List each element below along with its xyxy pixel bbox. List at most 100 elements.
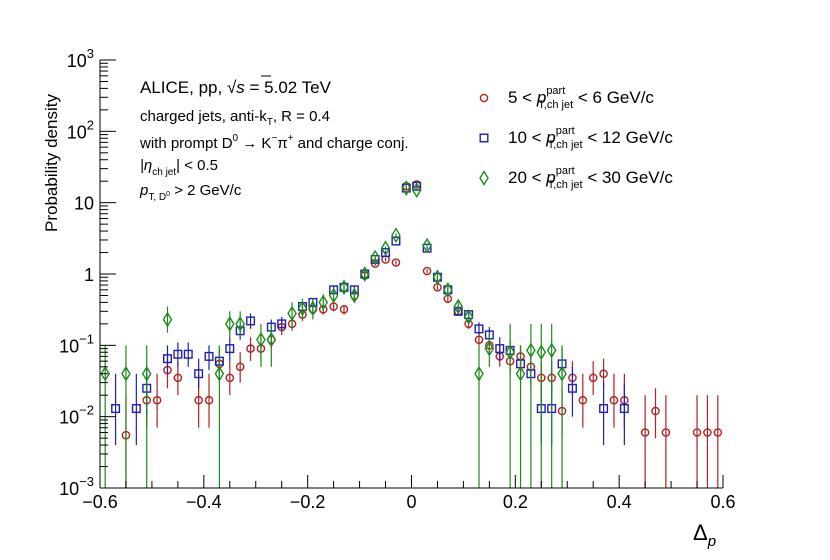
legend-text-part: < 30 GeV/c: [583, 168, 674, 187]
data-point-circle: [474, 335, 484, 344]
data-point-circle: [225, 373, 235, 383]
data-point-square: [474, 324, 484, 334]
data-point-diamond: [100, 365, 111, 382]
decay-tail: and charge conj.: [293, 135, 408, 152]
data-point-circle: [661, 428, 671, 437]
data-point-square: [599, 404, 609, 414]
legend-text-part: p: [536, 88, 546, 107]
data-point-diamond: [526, 342, 536, 359]
x-tick-label: −0.2: [290, 492, 326, 512]
legend-text: 5 < ppart T,ch jet < 6 GeV/c: [508, 85, 654, 111]
y-tick-exponent: 3: [87, 46, 94, 61]
data-point-square: [246, 316, 256, 326]
legend-marker-diamond: [479, 170, 489, 186]
data-point-circle: [235, 362, 245, 372]
data-layer: [100, 180, 723, 488]
x-tick-label: −0.4: [186, 492, 222, 512]
y-tick-base: 10: [59, 336, 79, 356]
axes: −0.6 −0.4 −0.2 0 0.2 0.4 0.610−310−210−1110102…: [59, 46, 735, 512]
data-point-diamond: [318, 294, 329, 311]
data-point-diamond: [546, 342, 557, 359]
data-point-diamond: [266, 331, 277, 348]
data-point-diamond: [328, 287, 339, 304]
y-tick-exponent: 2: [87, 117, 94, 132]
data-point-circle: [152, 395, 162, 405]
data-point-diamond: [339, 279, 349, 296]
data-point-diamond: [557, 365, 567, 382]
experiment-label: ALICE, pp, √s = 5.02 TeV: [140, 78, 332, 97]
legend-text-part: < 6 GeV/c: [573, 88, 654, 107]
data-point-square: [495, 344, 505, 354]
data-point-circle: [173, 373, 183, 383]
data-point-diamond: [463, 309, 474, 325]
jet-definition: charged jets, anti-kT, R = 0.4: [140, 108, 330, 128]
data-point-square: [204, 351, 214, 361]
legend-text-part: part: [556, 165, 575, 177]
x-tick-label: 0.2: [503, 492, 528, 512]
legend-text-part: 5 <: [508, 88, 537, 107]
data-point-diamond: [359, 266, 370, 282]
data-point-circle: [713, 428, 723, 437]
data-point-circle: [391, 258, 401, 267]
data-point-circle: [588, 373, 598, 383]
data-point-circle: [703, 428, 712, 437]
data-point-circle: [651, 406, 660, 416]
legend-text: 20 < ppart T,ch jet < 30 GeV/c: [508, 165, 673, 191]
y-tick-label: 103: [67, 46, 94, 71]
y-tick-base: 10: [59, 408, 79, 428]
data-point-diamond: [121, 365, 131, 382]
decay-pi: π: [277, 135, 287, 152]
data-point-circle: [204, 395, 214, 405]
x-axis-label-sub: p: [707, 533, 716, 550]
legend-marker-circle: [479, 93, 489, 103]
jet-def-sub: T: [267, 117, 273, 128]
y-tick-exponent: −3: [79, 474, 94, 489]
decay-mid: → K: [238, 135, 271, 152]
legend-text-part: p: [545, 168, 555, 187]
data-point-diamond: [380, 240, 391, 257]
data-point-diamond: [484, 340, 495, 357]
data-point-diamond: [515, 365, 526, 382]
x-tick-label: 0.6: [710, 492, 735, 512]
jet-def-tail: , R = 0.4: [273, 108, 330, 125]
annotation-block: ALICE, pp, √s = 5.02 TeV charged jets, a…: [139, 75, 409, 203]
x-axis-label-main: Δ: [693, 520, 708, 545]
data-point-square: [111, 404, 121, 414]
y-tick-exponent: −1: [79, 331, 94, 346]
data-point-square: [173, 349, 183, 359]
data-point-diamond: [536, 344, 547, 361]
data-point-square: [619, 404, 629, 414]
y-tick-base: 10: [59, 479, 79, 499]
data-point-circle: [246, 344, 255, 353]
legend-marker-square: [479, 133, 489, 143]
data-point-square: [567, 383, 577, 393]
data-point-square: [194, 369, 204, 379]
y-tick-label: 10−1: [59, 331, 94, 356]
data-point-circle: [599, 369, 608, 379]
decay-sup3: +: [288, 133, 294, 144]
y-tick-base: 10: [67, 122, 87, 142]
y-tick-exponent: −2: [79, 403, 94, 418]
legend: 5 < ppart T,ch jet < 6 GeV/c10 < ppart T,c…: [479, 85, 673, 191]
data-point-diamond: [422, 237, 432, 254]
x-tick-label: 0: [406, 492, 416, 512]
pt-sub: T, D: [148, 192, 166, 203]
legend-text-part: p: [545, 128, 555, 147]
legend-text-part: T,ch jet: [538, 99, 573, 111]
legend-text: 10 < ppart T,ch jet < 12 GeV/c: [508, 125, 673, 151]
decay-text: with prompt D: [139, 135, 233, 152]
eta-sub: ch jet: [152, 167, 176, 178]
series-diamond: [100, 180, 567, 488]
y-tick-label: 10−2: [59, 403, 94, 428]
sqrt-s: √s: [227, 78, 245, 97]
data-point-circle: [339, 304, 349, 314]
decay-sup2: −: [271, 133, 277, 144]
data-point-diamond: [214, 365, 225, 382]
y-tick-label: 1: [84, 265, 94, 285]
legend-text-part: 20 <: [508, 168, 546, 187]
data-point-diamond: [505, 344, 515, 361]
x-axis-label: Δp: [693, 520, 716, 550]
data-point-diamond: [443, 281, 453, 298]
